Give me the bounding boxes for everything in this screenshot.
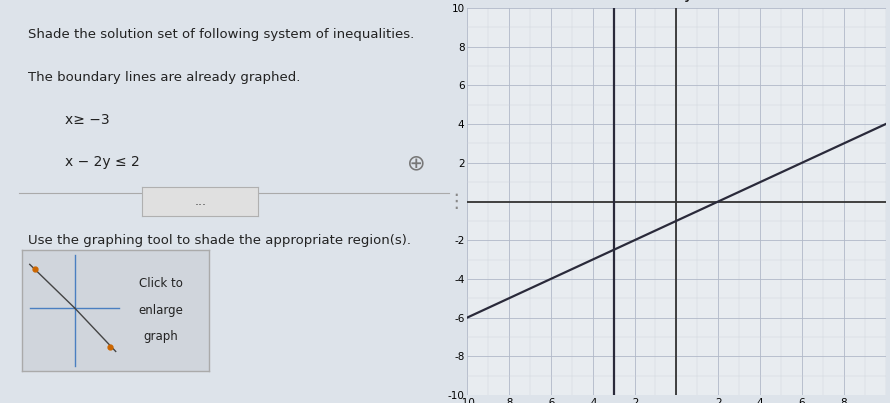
- Text: The boundary lines are already graphed.: The boundary lines are already graphed.: [28, 71, 301, 83]
- Text: enlarge: enlarge: [138, 304, 183, 317]
- Text: Use the graphing tool to shade the appropriate region(s).: Use the graphing tool to shade the appro…: [28, 234, 411, 247]
- Text: x≥ −3: x≥ −3: [66, 113, 110, 127]
- Text: ...: ...: [194, 195, 206, 208]
- Text: ⋮: ⋮: [447, 192, 465, 211]
- Text: Shade the solution set of following system of inequalities.: Shade the solution set of following syst…: [28, 28, 414, 41]
- Text: x − 2y ≤ 2: x − 2y ≤ 2: [66, 155, 140, 169]
- Text: Click to: Click to: [139, 277, 182, 290]
- Text: y: y: [684, 0, 692, 2]
- Text: graph: graph: [143, 330, 178, 343]
- Text: ⊕: ⊕: [407, 153, 425, 173]
